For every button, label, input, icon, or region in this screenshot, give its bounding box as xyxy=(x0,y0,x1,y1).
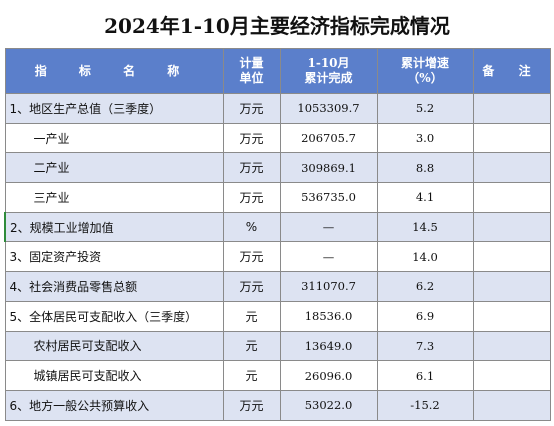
row-note xyxy=(472,211,551,243)
row-value: 18536.0 xyxy=(279,300,378,332)
indicator-table: 指 标 名 称 计量 单位 1-10月 累计完成 累计增速 （%） 备 注 1、地区生… xyxy=(4,48,551,421)
header-indicator-name: 指 标 名 称 xyxy=(4,48,224,94)
row-value: 536735.0 xyxy=(279,182,378,213)
row-note xyxy=(472,300,551,332)
row-unit: 万元 xyxy=(222,271,281,302)
row-unit: 元 xyxy=(222,330,281,362)
row-name: 5、全体居民可支配收入（三季度） xyxy=(4,300,224,332)
row-name: 城镇居民可支配收入 xyxy=(4,360,224,391)
row-value: 206705.7 xyxy=(279,122,378,154)
row-name: 2、规模工业增加值 xyxy=(4,211,224,243)
table-row: 三产业 万元 536735.0 4.1 xyxy=(4,182,551,213)
row-unit: 万元 xyxy=(222,122,281,154)
row-unit: 万元 xyxy=(222,241,281,273)
row-rate: 6.2 xyxy=(376,271,474,302)
row-note xyxy=(472,389,551,421)
row-value: — xyxy=(279,211,378,243)
row-note xyxy=(472,182,551,213)
row-unit: 万元 xyxy=(222,152,281,184)
row-name: 3、固定资产投资 xyxy=(4,241,224,273)
row-name: 农村居民可支配收入 xyxy=(4,330,224,362)
header-growth-rate: 累计增速 （%） xyxy=(376,48,474,94)
row-unit: 元 xyxy=(222,360,281,391)
row-note xyxy=(472,241,551,273)
row-rate: 8.8 xyxy=(376,152,474,184)
row-unit: 万元 xyxy=(222,93,281,124)
row-rate: 3.0 xyxy=(376,122,474,154)
row-value: 311070.7 xyxy=(279,271,378,302)
row-note xyxy=(472,122,551,154)
row-rate: 6.1 xyxy=(376,360,474,391)
header-unit: 计量 单位 xyxy=(222,48,281,94)
row-rate: 5.2 xyxy=(376,93,474,124)
row-value: 53022.0 xyxy=(279,389,378,421)
row-note xyxy=(472,330,551,362)
row-value: 1053309.7 xyxy=(279,93,378,124)
table-row: 6、地方一般公共预算收入 万元 53022.0 -15.2 xyxy=(4,389,551,421)
row-value: 26096.0 xyxy=(279,360,378,391)
row-rate: 14.0 xyxy=(376,241,474,273)
header-note: 备 注 xyxy=(472,48,551,94)
row-rate: 4.1 xyxy=(376,182,474,213)
table-row: 农村居民可支配收入 元 13649.0 7.3 xyxy=(4,330,551,362)
table-row: 5、全体居民可支配收入（三季度） 元 18536.0 6.9 xyxy=(4,300,551,332)
table-row: 1、地区生产总值（三季度） 万元 1053309.7 5.2 xyxy=(4,93,551,124)
row-name: 三产业 xyxy=(4,182,224,213)
table-row: 2、规模工业增加值 % — 14.5 xyxy=(4,211,551,243)
row-note xyxy=(472,360,551,391)
row-value: 13649.0 xyxy=(279,330,378,362)
row-name: 1、地区生产总值（三季度） xyxy=(4,93,224,124)
row-unit: 元 xyxy=(222,300,281,332)
row-note xyxy=(472,152,551,184)
header-row: 指 标 名 称 计量 单位 1-10月 累计完成 累计增速 （%） 备 注 xyxy=(4,48,551,94)
table-row: 城镇居民可支配收入 元 26096.0 6.1 xyxy=(4,360,551,391)
row-name: 二产业 xyxy=(4,152,224,184)
row-note xyxy=(472,271,551,302)
row-note xyxy=(472,93,551,124)
row-name: 4、社会消费品零售总额 xyxy=(4,271,224,302)
row-name: 一产业 xyxy=(4,122,224,154)
table-row: 3、固定资产投资 万元 — 14.0 xyxy=(4,241,551,273)
row-value: — xyxy=(279,241,378,273)
row-name: 6、地方一般公共预算收入 xyxy=(4,389,224,421)
table-row: 4、社会消费品零售总额 万元 311070.7 6.2 xyxy=(4,271,551,302)
row-rate: 6.9 xyxy=(376,300,474,332)
row-rate: 14.5 xyxy=(376,211,474,243)
row-rate: -15.2 xyxy=(376,389,474,421)
table-row: 二产业 万元 309869.1 8.8 xyxy=(4,152,551,184)
row-unit: 万元 xyxy=(222,389,281,421)
row-unit: 万元 xyxy=(222,182,281,213)
header-cumulative-value: 1-10月 累计完成 xyxy=(279,48,378,94)
row-rate: 7.3 xyxy=(376,330,474,362)
row-value: 309869.1 xyxy=(279,152,378,184)
page-title: 2024年1-10月主要经济指标完成情况 xyxy=(104,13,450,38)
table-row: 一产业 万元 206705.7 3.0 xyxy=(4,122,551,154)
row-unit: % xyxy=(222,211,281,243)
